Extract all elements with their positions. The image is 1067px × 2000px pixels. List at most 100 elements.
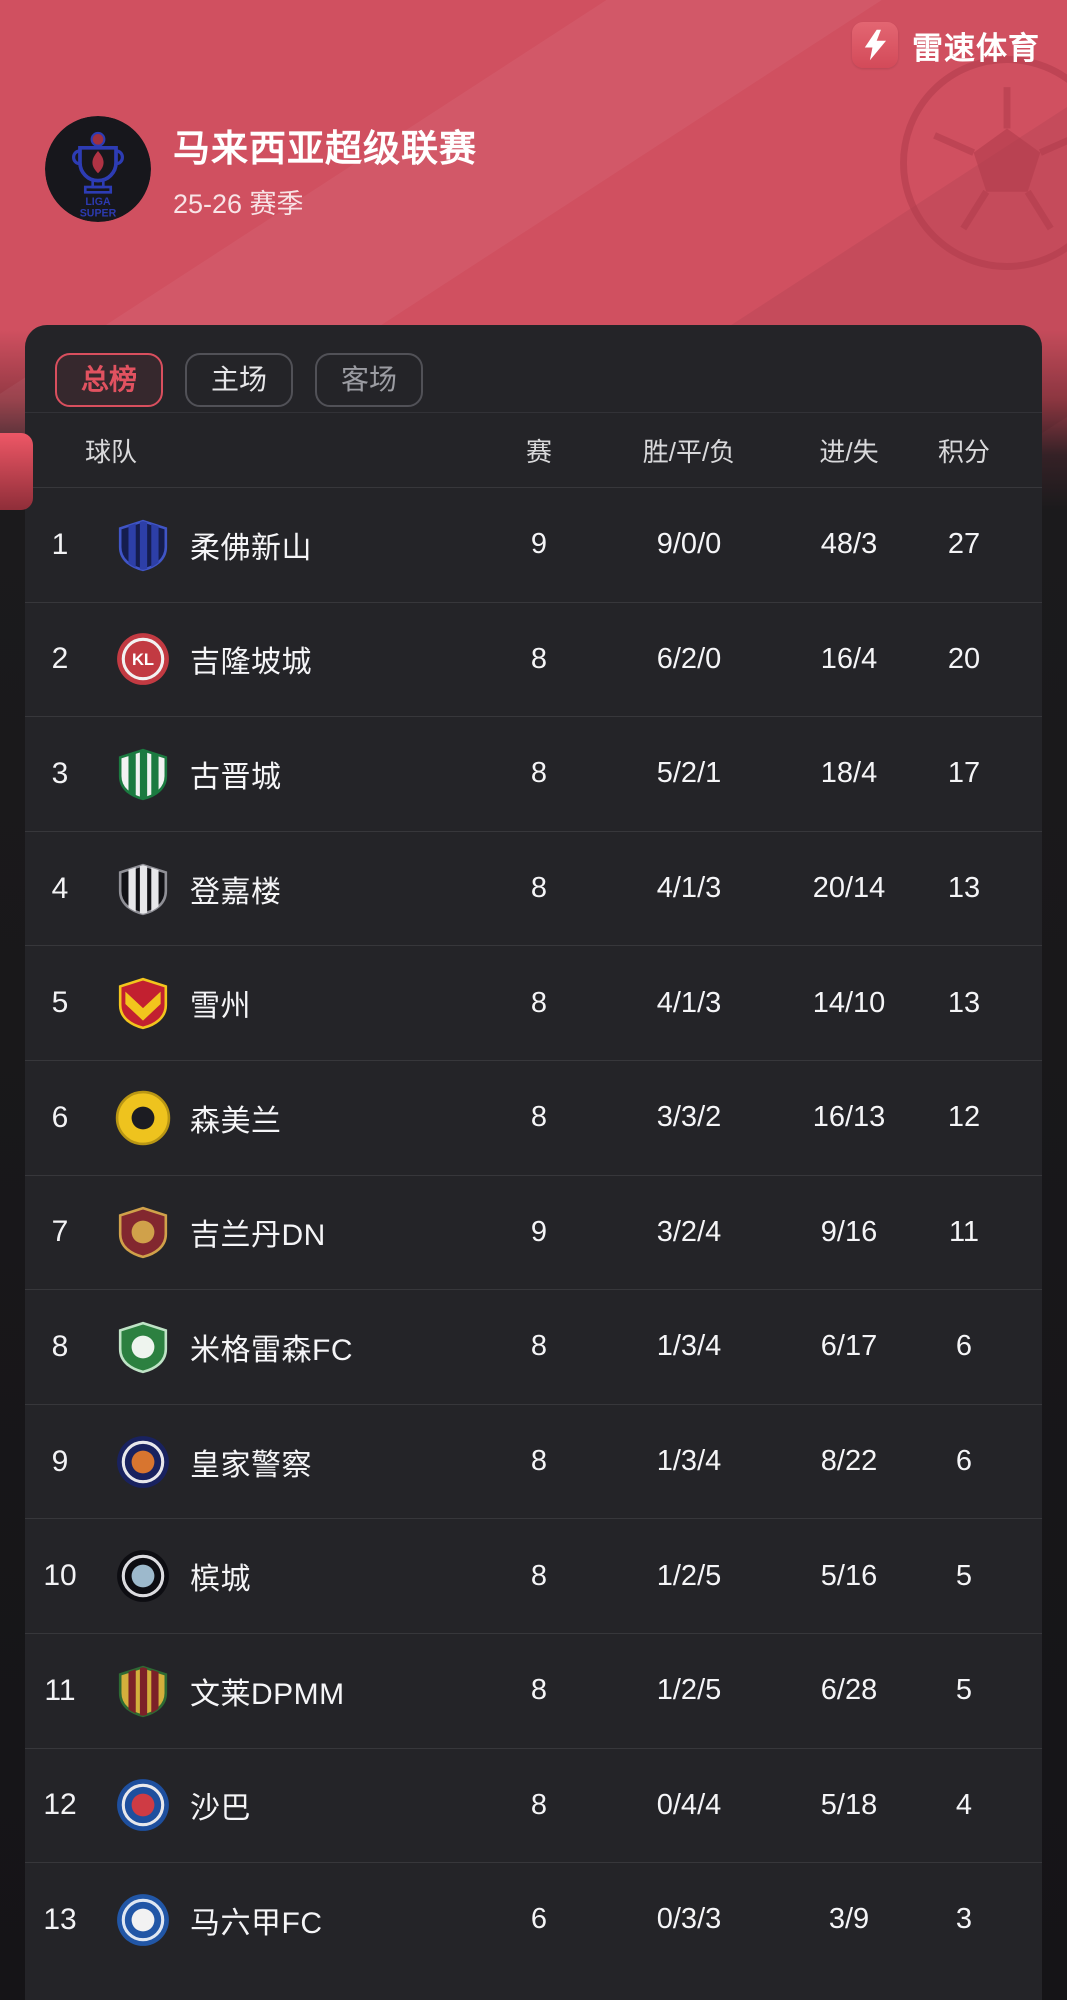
table-row[interactable]: 13 马六甲FC 6 0/3/3 3/9 3 (25, 1862, 1042, 1977)
col-header-played: 赛 (525, 436, 552, 467)
rank: 1 (51, 527, 69, 561)
col-header-wdl: 胜/平/负 (642, 436, 736, 467)
stat-goals: 6/28 (820, 1674, 878, 1707)
stat-wdl: 5/2/1 (656, 757, 722, 790)
stat-points: 6 (955, 1445, 973, 1478)
table-row[interactable]: 6 森美兰 8 3/3/2 16/13 12 (25, 1059, 1042, 1175)
stat-points: 4 (955, 1788, 973, 1821)
team-logo-icon: KL (115, 631, 171, 687)
stat-played: 8 (530, 1559, 548, 1592)
rank: 3 (51, 756, 69, 790)
brand-name: 雷速体育 (912, 30, 1040, 66)
stat-goals: 5/16 (820, 1559, 878, 1592)
stat-goals: 8/22 (820, 1445, 878, 1478)
svg-text:KL: KL (131, 651, 153, 670)
rank: 12 (43, 1788, 77, 1822)
stat-points: 3 (955, 1903, 973, 1936)
stat-wdl: 0/4/4 (656, 1788, 722, 1821)
team-logo-icon (115, 1434, 171, 1490)
team-logo-icon (115, 1548, 171, 1604)
standings-panel: 总榜 主场 客场 球队 赛 胜/平/负 进/失 积分 1 柔佛新山 9 9/0/0 48/3 27 2 K… (25, 325, 1042, 2000)
team-name: 吉兰丹DN (190, 1219, 326, 1253)
team-name: 吉隆坡城 (190, 646, 312, 680)
stat-points: 5 (955, 1559, 973, 1592)
table-row[interactable]: 1 柔佛新山 9 9/0/0 48/3 27 (25, 487, 1042, 602)
stat-wdl: 6/2/0 (656, 642, 722, 675)
table-row[interactable]: 10 槟城 8 1/2/5 5/16 5 (25, 1518, 1042, 1633)
stat-played: 8 (530, 1674, 548, 1707)
rank: 4 (51, 871, 69, 905)
stat-wdl: 1/3/4 (656, 1445, 722, 1478)
stat-goals: 16/13 (812, 1101, 886, 1134)
team-logo-icon (115, 1777, 171, 1833)
stat-points: 17 (947, 757, 981, 790)
rank: 2 (51, 642, 69, 676)
team-name: 雪州 (190, 990, 251, 1024)
stat-goals: 6/17 (820, 1330, 878, 1363)
stat-played: 8 (530, 1788, 548, 1821)
rank: 10 (43, 1559, 77, 1593)
team-logo-icon (115, 1663, 171, 1719)
stat-wdl: 4/1/3 (656, 872, 722, 905)
stat-wdl: 1/3/4 (656, 1330, 722, 1363)
svg-text:LIGA: LIGA (85, 196, 111, 208)
rank: 9 (51, 1444, 69, 1478)
table-row[interactable]: 5 雪州 8 4/1/3 14/10 13 (25, 945, 1042, 1060)
stat-points: 11 (948, 1215, 980, 1248)
stat-goals: 9/16 (820, 1215, 878, 1248)
table-header: 球队 赛 胜/平/负 进/失 积分 (25, 412, 1042, 487)
team-name: 文莱DPMM (190, 1677, 345, 1711)
stat-points: 6 (955, 1330, 973, 1363)
stat-wdl: 0/3/3 (656, 1903, 722, 1936)
lightning-icon (852, 22, 898, 68)
col-header-goals: 进/失 (819, 436, 879, 467)
table-row[interactable]: 9 皇家警察 8 1/3/4 8/22 6 (25, 1403, 1042, 1519)
tab-bar: 总榜 主场 客场 (25, 325, 1042, 412)
team-logo-icon (115, 1319, 171, 1375)
stat-goals: 5/18 (820, 1788, 878, 1821)
table-row[interactable]: 4 登嘉楼 8 4/1/3 20/14 13 (25, 830, 1042, 946)
section-bookmark (0, 433, 33, 510)
stat-goals: 20/14 (812, 872, 886, 905)
rank: 13 (43, 1902, 77, 1936)
brand-logo: 雷速体育 (852, 22, 1040, 68)
stat-points: 13 (947, 872, 981, 905)
team-name: 柔佛新山 (190, 531, 312, 565)
table-row[interactable]: 3 古晋城 8 5/2/1 18/4 17 (25, 716, 1042, 831)
stat-played: 8 (530, 1445, 548, 1478)
rank: 5 (51, 986, 69, 1020)
tab-overall[interactable]: 总榜 (55, 353, 164, 407)
stat-wdl: 1/2/5 (656, 1559, 722, 1592)
stat-played: 8 (530, 986, 548, 1019)
rank: 6 (51, 1100, 69, 1134)
tab-away[interactable]: 客场 (315, 353, 424, 407)
rank: 11 (44, 1673, 76, 1707)
stat-goals: 18/4 (820, 757, 878, 790)
team-logo-icon (115, 861, 171, 917)
stat-points: 12 (947, 1101, 981, 1134)
tab-home[interactable]: 主场 (185, 353, 294, 407)
team-logo-icon (115, 517, 171, 573)
svg-text:SUPER: SUPER (80, 208, 117, 220)
table-row[interactable]: 7 吉兰丹DN 9 3/2/4 9/16 11 (25, 1174, 1042, 1290)
stat-played: 8 (530, 1330, 548, 1363)
table-row[interactable]: 8 米格雷森FC 8 1/3/4 6/17 6 (25, 1289, 1042, 1404)
stat-wdl: 3/2/4 (656, 1215, 722, 1248)
team-logo-icon (115, 1204, 171, 1260)
league-title: 马来西亚超级联赛 (173, 127, 477, 169)
league-header: LIGA SUPER 马来西亚超级联赛 25-26 赛季 (45, 116, 477, 222)
team-name: 森美兰 (190, 1104, 282, 1138)
table-row[interactable]: 11 文莱DPMM 8 1/2/5 6/28 5 (25, 1632, 1042, 1748)
stat-points: 20 (947, 642, 981, 675)
table-row[interactable]: 12 沙巴 8 0/4/4 5/18 4 (25, 1747, 1042, 1863)
col-header-team: 球队 (85, 436, 138, 467)
stat-played: 9 (530, 1215, 548, 1248)
rank: 8 (51, 1329, 69, 1363)
table-body: 1 柔佛新山 9 9/0/0 48/3 27 2 KL 吉隆坡城 8 6/2/0 16/4 20 3 古晋城… (25, 487, 1042, 1977)
header-background (0, 0, 1067, 470)
table-row[interactable]: 2 KL 吉隆坡城 8 6/2/0 16/4 20 (25, 601, 1042, 717)
league-meta: 马来西亚超级联赛 25-26 赛季 (173, 118, 477, 221)
stat-goals: 16/4 (820, 642, 878, 675)
stat-played: 8 (530, 872, 548, 905)
